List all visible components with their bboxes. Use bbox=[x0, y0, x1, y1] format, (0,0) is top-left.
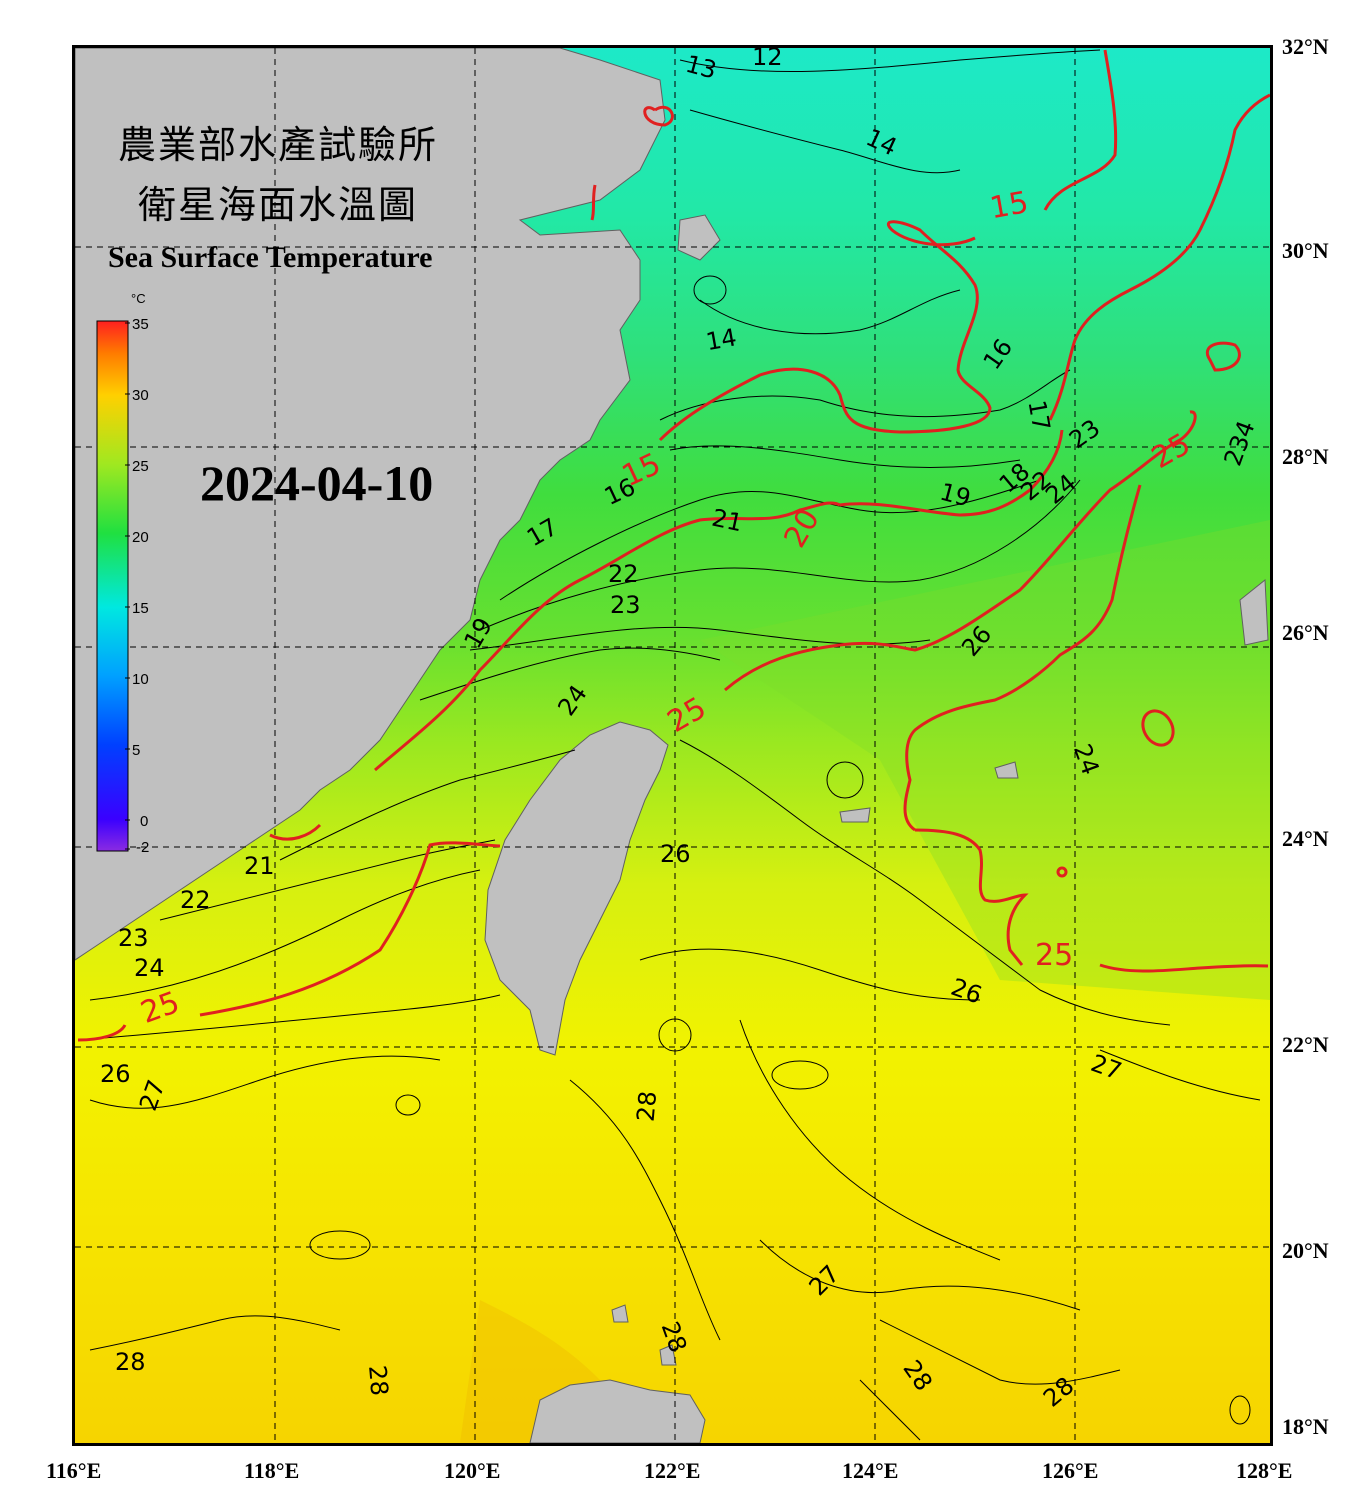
lon-label: 116°E bbox=[46, 1458, 101, 1483]
lat-label: 22°N bbox=[1282, 1032, 1329, 1057]
island-okinawa bbox=[1239, 578, 1269, 646]
iso-label: 24 bbox=[134, 954, 165, 982]
title-en: Sea Surface Temperature bbox=[108, 241, 432, 274]
lon-label: 126°E bbox=[1042, 1458, 1098, 1483]
iso-label: 28 bbox=[363, 1364, 394, 1397]
island-miyako bbox=[994, 761, 1019, 779]
iso-label: 14 bbox=[704, 323, 739, 356]
colorbar-tick-label: 5 bbox=[132, 742, 140, 759]
lat-label: 20°N bbox=[1282, 1238, 1329, 1263]
iso-label: 21 bbox=[709, 504, 745, 538]
island-batan bbox=[611, 1304, 629, 1323]
lat-labels: 32°N 30°N 28°N 26°N 24°N 22°N 20°N 18°N bbox=[1282, 34, 1329, 1439]
iso-label: 28 bbox=[115, 1348, 146, 1376]
lat-label: 26°N bbox=[1282, 620, 1329, 645]
colorbar-tick-label: 25 bbox=[132, 458, 149, 475]
lon-label: 122°E bbox=[644, 1458, 700, 1483]
iso-label: 26 bbox=[100, 1060, 131, 1088]
colorbar-tick-label: 30 bbox=[132, 387, 149, 404]
land-taiwan bbox=[484, 721, 669, 1056]
iso-label: 17 bbox=[1023, 398, 1056, 433]
lon-label: 128°E bbox=[1236, 1458, 1292, 1483]
lon-label: 124°E bbox=[842, 1458, 898, 1483]
kuroshio-region bbox=[700, 520, 1270, 1000]
colorbar-unit: °C bbox=[131, 291, 146, 306]
iso-label: 22 bbox=[608, 560, 639, 588]
island-zhoushan bbox=[677, 214, 721, 261]
title-zh-line1: 農業部水產試驗所 bbox=[118, 123, 438, 167]
lon-label: 118°E bbox=[244, 1458, 299, 1483]
isotherms-red bbox=[77, 49, 1270, 1042]
title-zh-line2: 衛星海面水溫圖 bbox=[138, 183, 418, 227]
lat-label: 18°N bbox=[1282, 1414, 1329, 1439]
map-area: 13 12 14 14 16 17 16 17 23 18 22 24 19 2… bbox=[75, 43, 1270, 1443]
colorbar-ticks bbox=[125, 322, 130, 850]
map-date: 2024-04-10 bbox=[200, 455, 433, 511]
colorbar-tick-label: 20 bbox=[132, 529, 149, 546]
colorbar-tick-label: -2 bbox=[136, 839, 149, 856]
colorbar-tick-label: 35 bbox=[132, 316, 149, 333]
lon-label: 120°E bbox=[444, 1458, 500, 1483]
lat-label: 28°N bbox=[1282, 444, 1329, 469]
colorbar-tick-label: 10 bbox=[132, 671, 149, 688]
iso-label: 23 bbox=[610, 591, 641, 619]
iso-label: 26 bbox=[660, 840, 691, 868]
land-china bbox=[75, 48, 666, 961]
lat-label: 24°N bbox=[1282, 826, 1329, 851]
iso-label: 22 bbox=[180, 886, 211, 914]
colorbar: °C 35 30 25 20 15 10 5 0 -2 bbox=[96, 291, 149, 856]
lon-labels: 116°E 118°E 120°E 122°E 124°E 126°E 128°… bbox=[46, 1458, 1292, 1483]
iso-label: 21 bbox=[244, 852, 275, 880]
iso-label: 23 bbox=[118, 924, 149, 952]
colorbar-gradient bbox=[96, 320, 129, 852]
land-luzon bbox=[529, 1379, 706, 1443]
iso-label-red: 15 bbox=[987, 185, 1031, 226]
colorbar-tick-label: 0 bbox=[140, 813, 148, 830]
lat-label: 30°N bbox=[1282, 238, 1329, 263]
lat-label: 32°N bbox=[1282, 34, 1329, 59]
colorbar-tick-label: 15 bbox=[132, 600, 149, 617]
island-babuyan bbox=[659, 1344, 677, 1366]
isotherms-black bbox=[79, 49, 1261, 1441]
iso-label: 12 bbox=[752, 43, 783, 71]
island-ishigaki bbox=[839, 807, 871, 823]
iso-label: 28 bbox=[632, 1090, 663, 1123]
iso-label-red: 25 bbox=[1035, 938, 1073, 973]
